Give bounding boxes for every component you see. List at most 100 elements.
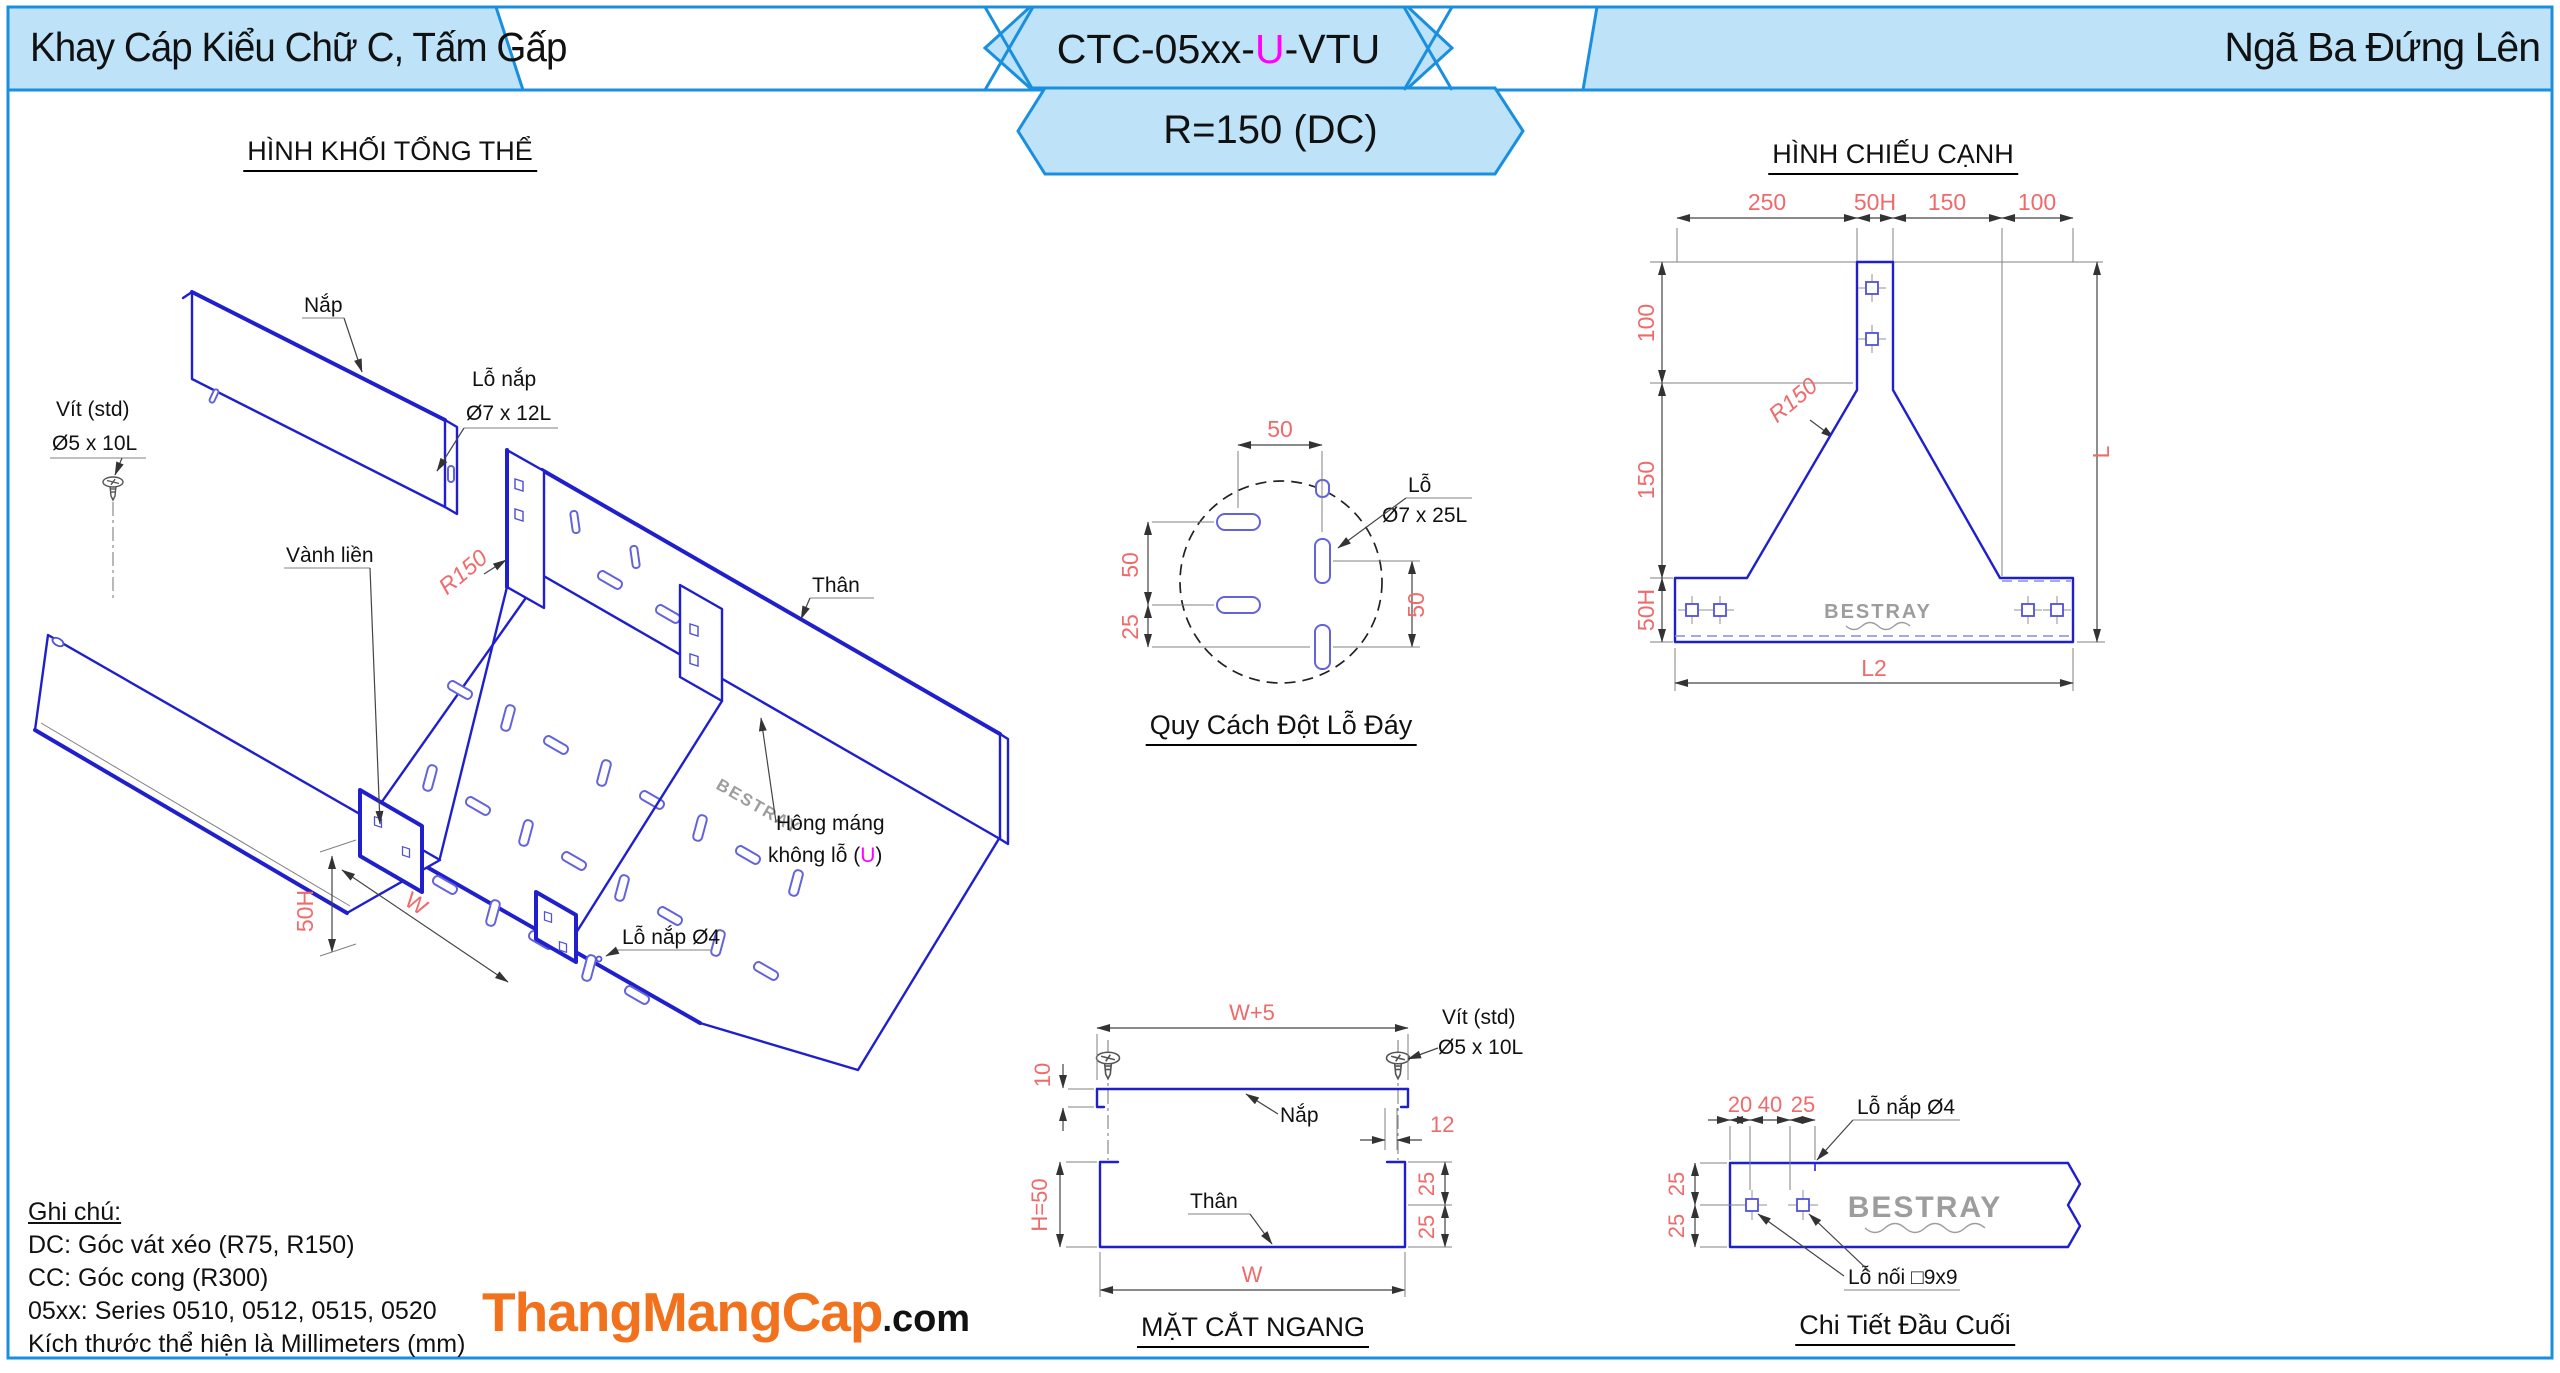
punch-dims: 50 50 25 50 (1117, 416, 1429, 648)
code-prefix: CTC-05xx- (1056, 26, 1255, 72)
punch-hole-label: Lỗ Ø7 x 25L (1337, 474, 1472, 549)
label-vit-1: Vít (std) (56, 398, 130, 421)
logo-main-text: ThangMangCap (482, 1281, 883, 1343)
note-line: DC: Góc vát xéo (R75, R150) (28, 1231, 355, 1259)
label-lo-nap-1: Lỗ nắp (472, 368, 536, 391)
label-hong-mang-1: Hông máng (776, 812, 885, 835)
label-than: Thân (812, 574, 860, 597)
dim-h50: H=50 (1027, 1178, 1052, 1231)
dim-25b: 25 (1414, 1215, 1439, 1239)
screw-icon-left (1095, 1051, 1121, 1080)
logo-dot: . (882, 1301, 892, 1339)
banner-left-bar (6, 5, 526, 92)
dim-left-50: 50 (1117, 552, 1143, 578)
dim-l25a: 25 (1664, 1172, 1689, 1196)
label-lo-nap-2: Ø7 x 12L (466, 402, 551, 425)
dim-25: 25 (1791, 1092, 1815, 1117)
side-view-title: HÌNH CHIẾU CẠNH (1768, 139, 2018, 175)
dim-25a: 25 (1414, 1172, 1439, 1196)
dim-L2: L2 (1861, 655, 1887, 681)
tee-outline (1673, 260, 2075, 644)
dim-left-25: 25 (1117, 614, 1143, 640)
code-u: U (1254, 26, 1285, 72)
thangmangcap-logo: ThangMangCap.com (482, 1280, 970, 1344)
bestray-watermark-side: BESTRAY (1824, 601, 1932, 623)
label-d7x25: Ø7 x 25L (1382, 504, 1467, 527)
logo-tld: com (891, 1298, 971, 1340)
dim-right-50: 50 (1403, 592, 1429, 618)
label-lo-noi: Lỗ nối □9x9 (1848, 1266, 1958, 1289)
end-dims: 20 40 25 25 25 (1664, 1092, 1816, 1248)
dim-l25b: 25 (1664, 1214, 1689, 1238)
section-dims: W+5 10 12 H=50 25 25 W (1027, 1000, 1454, 1297)
dim-L: L (2088, 445, 2114, 458)
note-line: CC: Góc cong (R300) (28, 1264, 269, 1292)
dim-50h-left: 50H (1633, 589, 1659, 631)
dim-w-iso: W (400, 887, 433, 921)
punch-view-title: Quy Cách Đột Lỗ Đáy (1145, 710, 1417, 746)
punch-slots (1216, 479, 1331, 670)
label-nap: Nắp (304, 294, 343, 317)
dim-100-left: 100 (1633, 304, 1659, 342)
label-vit-2: Ø5 x 10L (52, 432, 137, 455)
end-labels: Lỗ nắp Ø4 Lỗ nối □9x9 (1757, 1096, 1960, 1291)
screw-icon (102, 476, 124, 501)
iso-labels: Nắp Lỗ nắp Ø7 x 12L Vít (std) Ø5 x 10L V… (50, 294, 885, 963)
sheet-border (6, 5, 2554, 1360)
code-suffix: -VTU (1284, 26, 1381, 72)
dim-150-left: 150 (1633, 461, 1659, 499)
end-view-drawing: 20 40 25 25 25 Lỗ nắp Ø4 Lỗ nối □9x9 BES… (1664, 1092, 2082, 1291)
notes-block: Ghi chú: DC: Góc vát xéo (R75, R150) CC:… (28, 1196, 465, 1361)
label-nap-section: Nắp (1280, 1104, 1319, 1127)
dim-250: 250 (1748, 189, 1786, 215)
dim-r150-side: R150 (1763, 372, 1822, 427)
iso-view-title: HÌNH KHỐI TỔNG THỂ (243, 136, 537, 172)
banner-radius: R=150 (DC) (1163, 108, 1378, 152)
banner-left-title: Khay Cáp Kiểu Chữ C, Tấm Gấp (30, 24, 567, 70)
section-labels: Nắp Thân Vít (std) Ø5 x 10L (1188, 1006, 1523, 1245)
bestray-watermark-end: BESTRAY (1848, 1191, 2003, 1224)
label-vanh-lien: Vành liền (286, 544, 374, 567)
screw-icon-right (1385, 1051, 1411, 1080)
end-view-title: Chi Tiết Đầu Cuối (1795, 1310, 2015, 1346)
note-line: 05xx: Series 0510, 0512, 0515, 0520 (28, 1297, 437, 1325)
dim-50h-top: 50H (1854, 189, 1896, 215)
label-vit-1-section: Vít (std) (1442, 1006, 1516, 1029)
label-lo-nap-d4: Lỗ nắp Ø4 (622, 926, 720, 949)
dim-10: 10 (1030, 1063, 1055, 1087)
dim-w5: W+5 (1229, 1000, 1275, 1025)
label-r150-iso: R150 (433, 544, 492, 599)
note-line: Kích thước thể hiện là Millimeters (mm) (28, 1330, 466, 1358)
notes-heading: Ghi chú: (28, 1198, 122, 1226)
banner-shapes (6, 5, 2554, 176)
dim-w: W (1242, 1262, 1263, 1287)
dim-40: 40 (1758, 1092, 1782, 1117)
side-view-drawing: 250 50H 150 100 100 150 50H L L2 R150 (1633, 189, 2114, 691)
label-lo-nap-d4-end: Lỗ nắp Ø4 (1857, 1096, 1955, 1119)
label-hong-mang-2: không lỗ (U) (768, 844, 882, 867)
left-flange (505, 448, 546, 610)
section-view-title: MẶT CẮT NGANG (1136, 1312, 1370, 1348)
label-than-section: Thân (1190, 1190, 1238, 1213)
dim-12: 12 (1430, 1112, 1454, 1137)
iso-view-drawing: BESTRAY (33, 290, 1010, 1072)
banner-code-hexagon (982, 5, 1455, 90)
dim-100-top: 100 (2018, 189, 2056, 215)
middle-flange (678, 583, 724, 703)
section-view-drawing: W+5 10 12 H=50 25 25 W Nắp Thân (1027, 1000, 1523, 1297)
punch-view-drawing: 50 50 25 50 Lỗ Ø7 x 25L (1117, 416, 1472, 684)
punch-circle (1179, 480, 1383, 684)
banner-right-title: Ngã Ba Đứng Lên (2224, 24, 2541, 70)
dim-150-top: 150 (1928, 189, 1966, 215)
side-dim-texts: 250 50H 150 100 100 150 50H L L2 R150 (1633, 189, 2114, 681)
wall-slots (569, 510, 682, 624)
dim-20: 20 (1728, 1092, 1752, 1117)
dim-50h-iso: 50H (292, 890, 318, 932)
label-lo: Lỗ (1408, 474, 1431, 497)
section-channel (1098, 1160, 1407, 1249)
label-vit-2-section: Ø5 x 10L (1438, 1036, 1523, 1059)
dim-top-50: 50 (1267, 416, 1293, 442)
banner-right-bar (1581, 5, 2554, 92)
